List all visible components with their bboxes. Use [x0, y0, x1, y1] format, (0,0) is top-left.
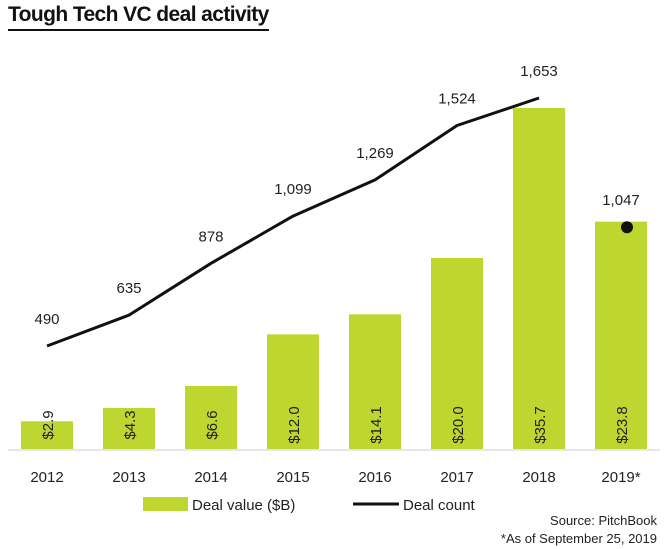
deal-count-line-layer	[46, 96, 633, 348]
bar-2017	[431, 257, 483, 449]
deal-count-label: 1,099	[274, 181, 312, 198]
bars-layer	[21, 108, 647, 449]
deal-count-point-2019	[621, 221, 633, 234]
bar-value-label: $2.9	[40, 410, 57, 439]
x-tick-label: 2019*	[601, 469, 640, 486]
deal-count-label: 1,524	[438, 91, 476, 108]
legend: Deal value ($B) Deal count	[143, 497, 476, 514]
deal-count-label: 1,047	[602, 192, 640, 209]
x-tick-labels: 2012 2013 2014 2015 2016 2017 2018 2019*	[30, 469, 640, 486]
x-tick-label: 2015	[276, 469, 309, 486]
x-tick-label: 2012	[30, 469, 63, 486]
deal-count-labels-layer: 490 635 878 1,099 1,269 1,524 1,653 1,047	[34, 63, 639, 328]
bar-value-label: $6.6	[204, 410, 221, 439]
deal-count-label: 490	[34, 311, 59, 328]
bar-value-label: $35.7	[532, 406, 549, 444]
deal-count-label: 635	[116, 280, 141, 297]
bar-2013	[103, 407, 155, 449]
legend-label-deal-count: Deal count	[403, 497, 476, 514]
bar-2014	[185, 385, 237, 449]
x-tick-label: 2017	[440, 469, 473, 486]
x-tick-label: 2018	[522, 469, 555, 486]
bar-value-label: $20.0	[450, 406, 467, 444]
x-tick-label: 2014	[194, 469, 227, 486]
bar-2012	[21, 421, 73, 449]
chart-title: Tough Tech VC deal activity	[8, 3, 269, 31]
bar-2015	[267, 334, 319, 449]
bar-2016	[349, 314, 401, 449]
bar-2018	[513, 108, 565, 449]
bar-value-label: $23.8	[614, 406, 631, 444]
bar-labels-layer: $2.9 $4.3 $6.6 $12.0 $14.1 $20.0 $35.7 $23.8	[40, 406, 631, 444]
legend-label-deal-value: Deal value ($B)	[192, 497, 295, 514]
deal-count-line	[46, 96, 540, 348]
bar-2019	[595, 221, 647, 449]
legend-swatch-deal-value	[143, 497, 188, 511]
bar-value-label: $12.0	[286, 406, 303, 444]
x-tick-label: 2013	[112, 469, 145, 486]
deal-count-label: 878	[198, 228, 223, 245]
source-note: Source: PitchBook	[550, 513, 657, 528]
deal-count-label: 1,653	[520, 63, 558, 80]
deal-count-label: 1,269	[356, 145, 394, 162]
footnote: *As of September 25, 2019	[500, 531, 657, 546]
x-tick-label: 2016	[358, 469, 391, 486]
bar-value-label: $4.3	[122, 410, 139, 439]
bar-value-label: $14.1	[368, 406, 385, 444]
